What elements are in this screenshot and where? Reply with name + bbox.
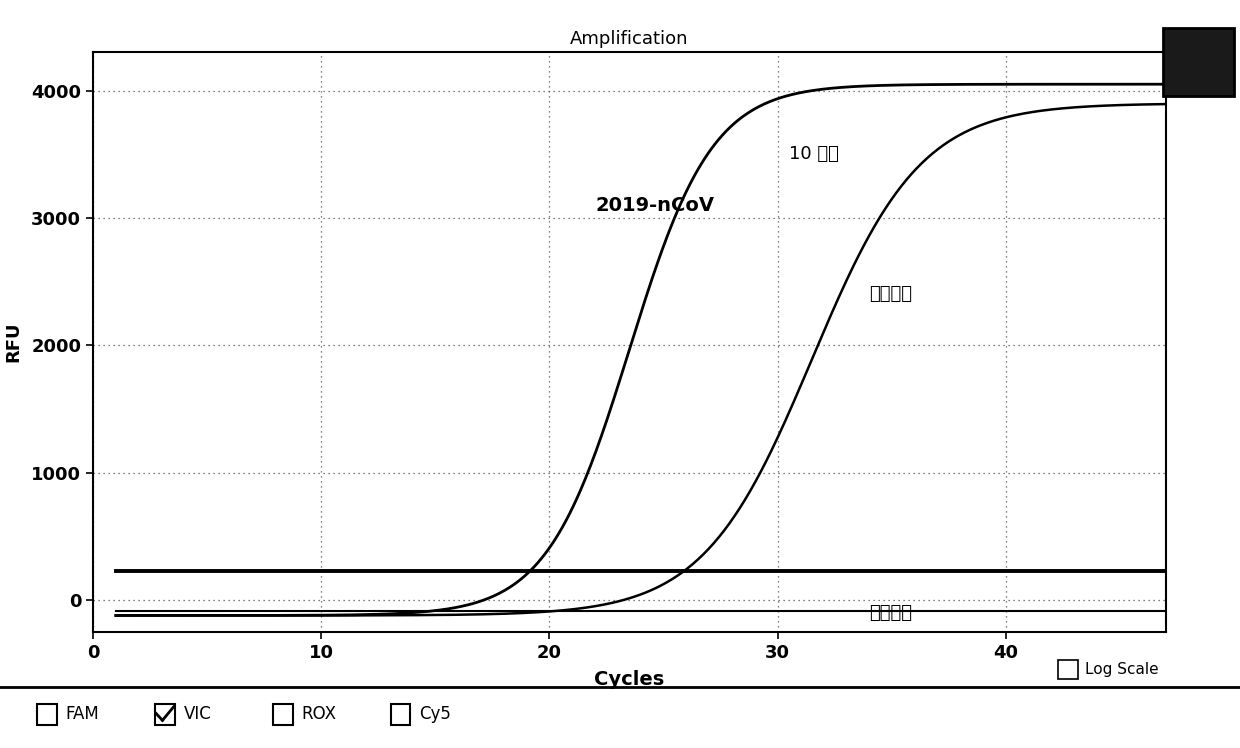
Text: ROX: ROX xyxy=(301,705,336,723)
Text: 阴性质控: 阴性质控 xyxy=(869,604,911,622)
Text: 2019-nCoV: 2019-nCoV xyxy=(595,196,714,215)
Text: FAM: FAM xyxy=(66,705,99,723)
FancyBboxPatch shape xyxy=(1185,42,1199,51)
Text: Cy5: Cy5 xyxy=(419,705,451,723)
FancyBboxPatch shape xyxy=(1176,47,1221,79)
Text: VIC: VIC xyxy=(184,705,211,723)
Circle shape xyxy=(1188,55,1209,76)
X-axis label: Cycles: Cycles xyxy=(594,670,665,689)
Text: 阳性质控: 阳性质控 xyxy=(869,286,911,304)
Text: 10 拷贝: 10 拷贝 xyxy=(789,145,839,163)
Y-axis label: RFU: RFU xyxy=(5,322,22,363)
Title: Amplification: Amplification xyxy=(570,30,688,48)
Text: Log Scale: Log Scale xyxy=(1085,662,1158,677)
Circle shape xyxy=(1192,58,1205,71)
